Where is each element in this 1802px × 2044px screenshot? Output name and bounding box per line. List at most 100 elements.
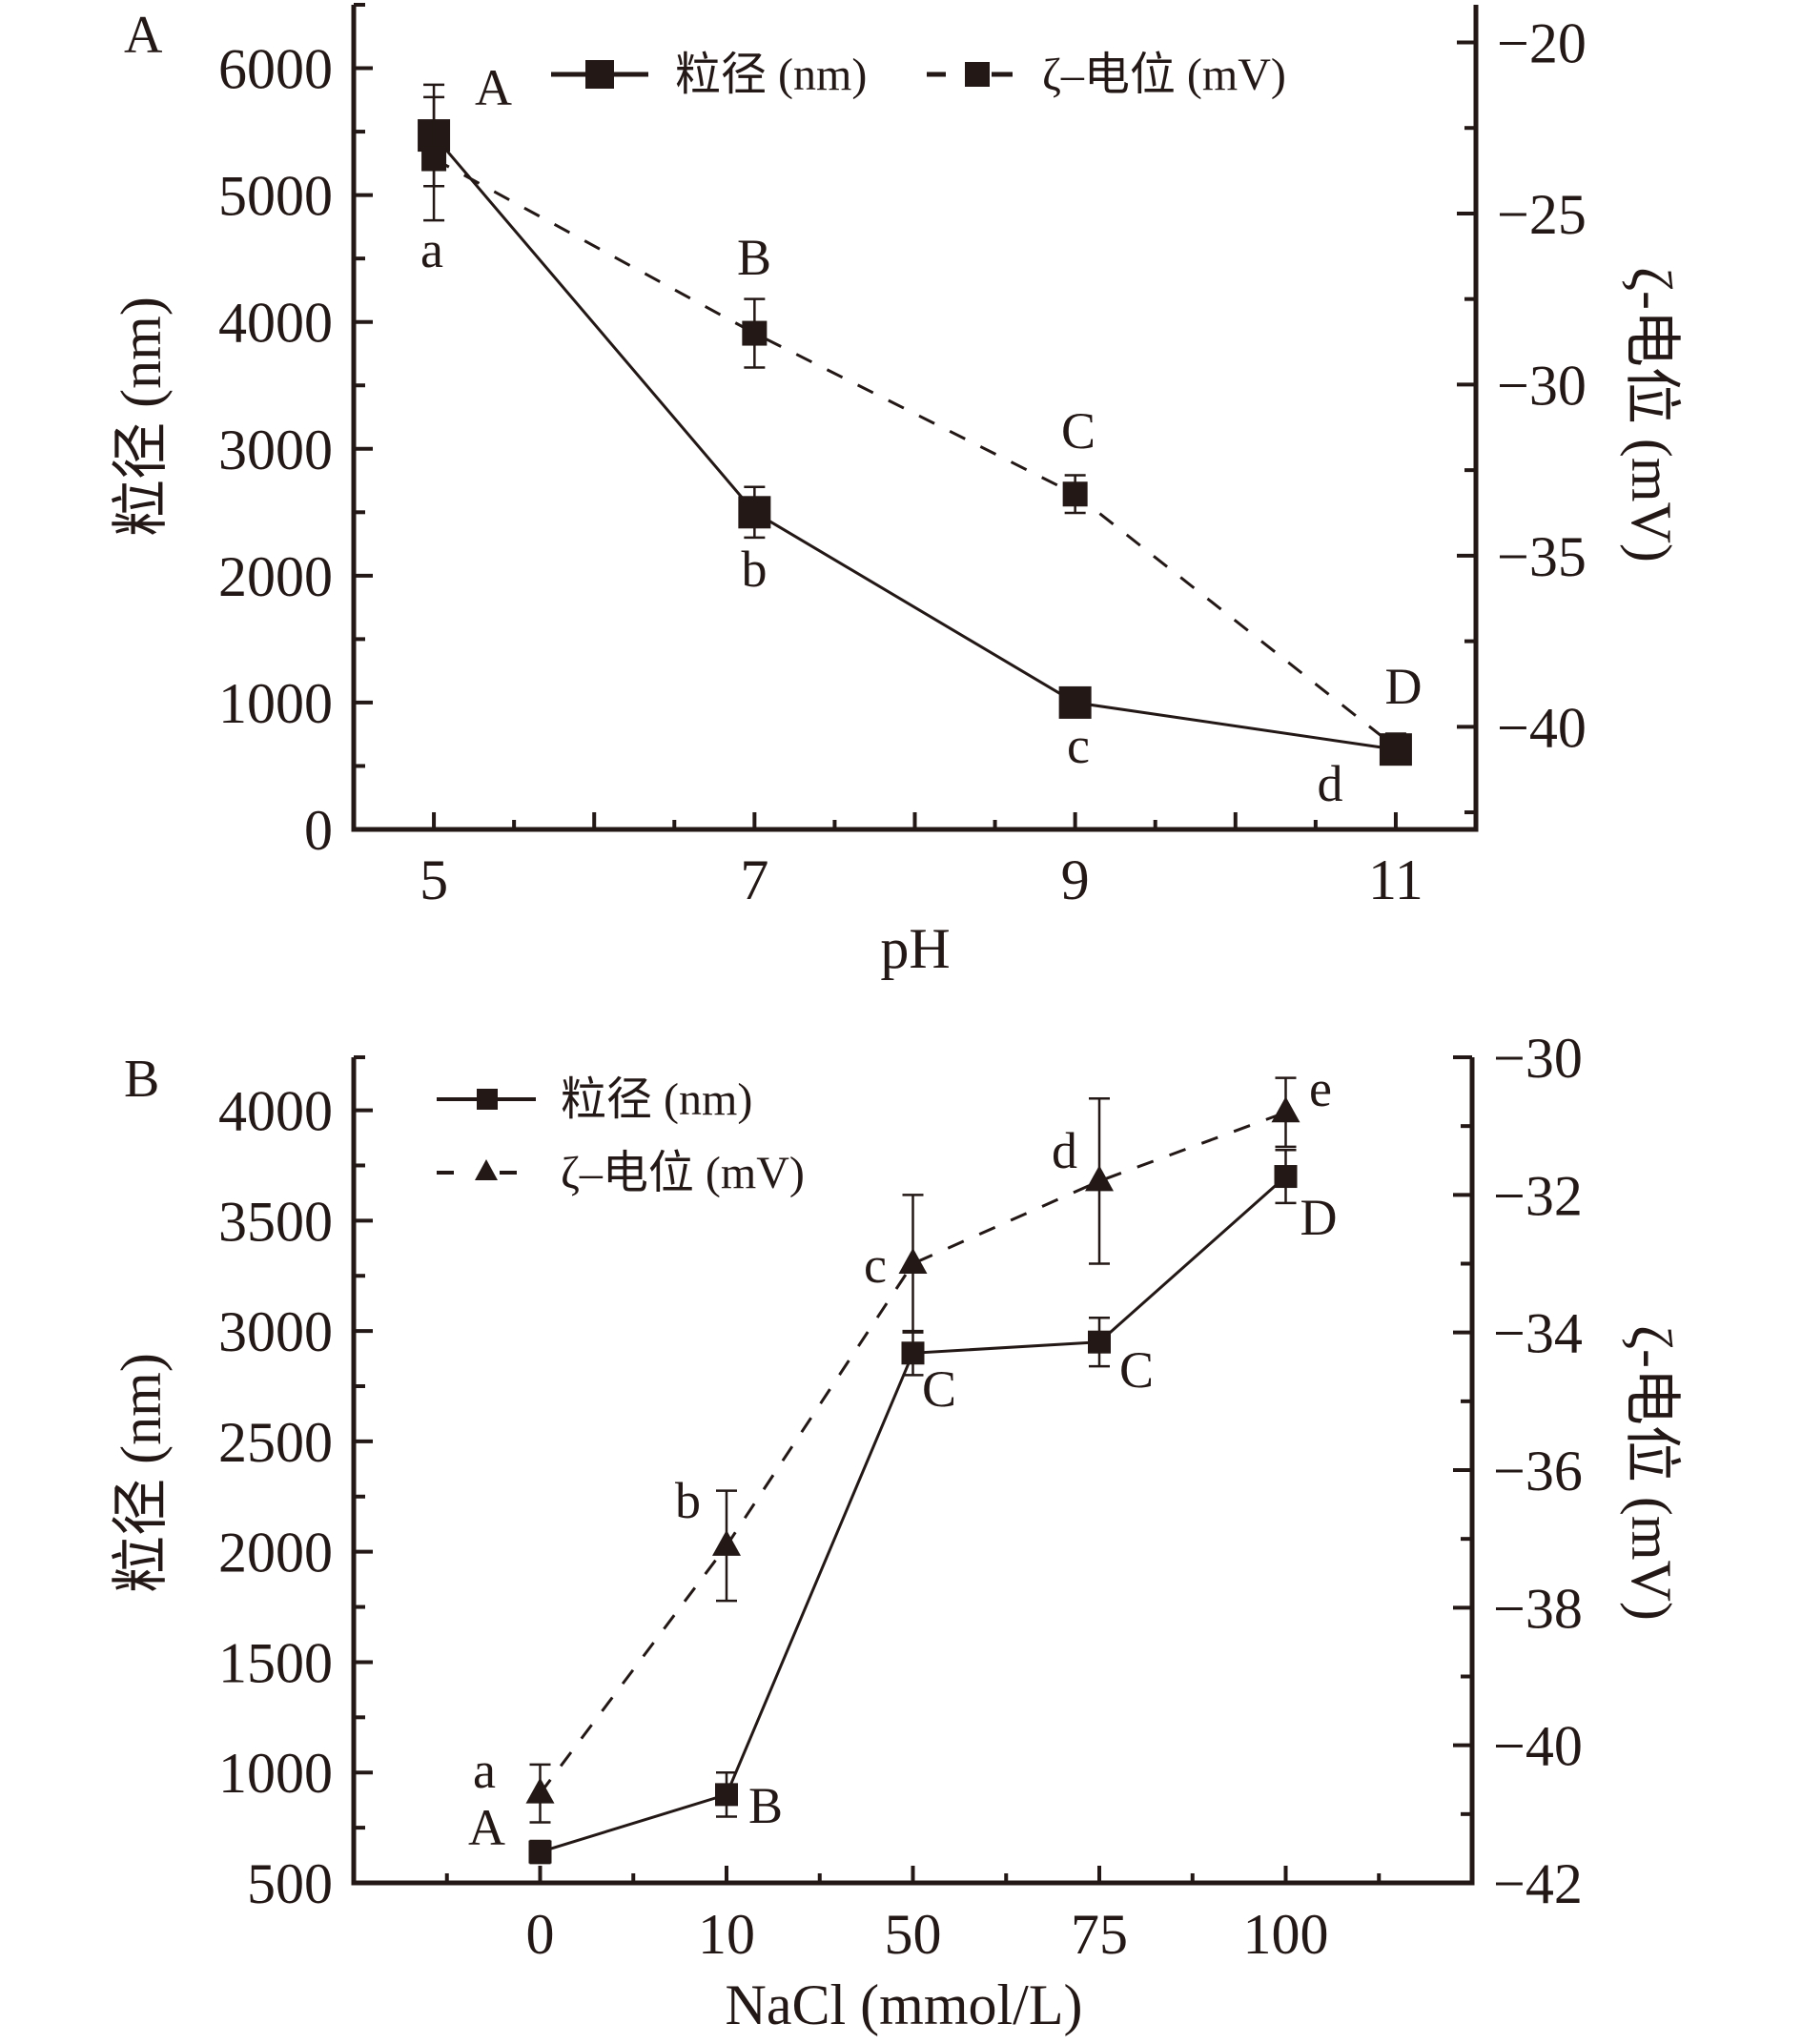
- significance-label: d: [1052, 1122, 1077, 1179]
- y2-tick-label: −42: [1493, 1852, 1583, 1915]
- panel-b-tick-labels: 5001000150020002500300035004000−42−40−38…: [218, 1027, 1583, 1966]
- significance-label: A: [475, 59, 512, 116]
- size-square-marker: [1274, 1165, 1298, 1189]
- panel-b-x-axis-title: NaCl (mmol/L): [726, 1973, 1083, 2036]
- y-tick-label: 5000: [218, 165, 333, 228]
- panel-b-point-labels: A B C C Da b c d e: [468, 1060, 1338, 1856]
- y2-tick-label: −30: [1493, 1027, 1583, 1090]
- zeta-triangle-marker: [712, 1529, 741, 1556]
- size-square-marker: [715, 1783, 738, 1807]
- size-square-marker: [528, 1840, 552, 1864]
- zeta-triangle-marker: [525, 1777, 555, 1804]
- zeta-series-line: [539, 1111, 1287, 1795]
- panel-a-legend: 粒径 (nm) ζ–电位 (mV): [551, 50, 1286, 100]
- y-tick-label: 1000: [218, 1742, 333, 1805]
- size-square-marker: [1088, 1330, 1111, 1354]
- panel-a-axes: [351, 3, 1479, 832]
- y-tick-label: 1000: [218, 672, 333, 735]
- legend-entry-zeta: ζ–电位 (mV): [927, 50, 1286, 100]
- significance-label: b: [742, 541, 768, 598]
- significance-label: B: [737, 229, 771, 286]
- y-tick-label: 2000: [218, 1522, 333, 1584]
- zeta-triangle-marker: [1271, 1096, 1300, 1123]
- axis-frame: [351, 5, 1479, 832]
- y2-tick-label: −30: [1497, 354, 1587, 417]
- panel-a-point-labels: Ab c d a B C D: [420, 59, 1422, 812]
- significance-label: D: [1385, 658, 1423, 715]
- y-tick-label: 3000: [218, 419, 333, 481]
- y2-tick-label: −40: [1497, 696, 1587, 759]
- y2-tick-label: −34: [1493, 1302, 1583, 1365]
- x-tick-label: 10: [698, 1903, 755, 1966]
- x-tick-label: 100: [1243, 1903, 1329, 1966]
- legend-size-square-icon: [477, 1089, 498, 1110]
- zeta-series-line: [433, 157, 1397, 749]
- y2-tick-label: −32: [1493, 1164, 1583, 1227]
- y-tick-label: 2000: [218, 545, 333, 608]
- y-tick-label: 3000: [218, 1300, 333, 1363]
- x-tick-label: 5: [420, 848, 448, 911]
- y-tick-label: 3500: [218, 1190, 333, 1253]
- x-tick-label: 11: [1368, 848, 1423, 911]
- y-tick-label: 6000: [218, 38, 333, 101]
- x-tick-label: 50: [885, 1903, 942, 1966]
- size-square-marker: [901, 1341, 925, 1365]
- y-tick-label: 4000: [218, 292, 333, 355]
- panel-a-series-lines: [432, 134, 1397, 751]
- panel-b-y2-axis-title: ζ-电位 (mV): [1620, 1325, 1683, 1621]
- y-tick-label: 500: [247, 1852, 333, 1915]
- zeta-square-marker: [742, 320, 768, 346]
- legend-entry-size: 粒径 (nm): [437, 1074, 752, 1125]
- significance-label: d: [1318, 755, 1343, 812]
- panel-b-legend: 粒径 (nm) ζ–电位 (mV): [437, 1074, 805, 1198]
- y-tick-label: 2500: [218, 1411, 333, 1474]
- panel-b-markers: [525, 1076, 1300, 1865]
- zeta-triangle-marker: [1085, 1165, 1114, 1192]
- y2-tick-label: −20: [1497, 11, 1587, 74]
- legend-size-square-icon: [585, 60, 614, 89]
- legend-zeta-square-icon: [965, 62, 990, 87]
- zeta-square-marker: [1062, 481, 1088, 507]
- significance-label: a: [420, 221, 443, 278]
- axis-frame: [351, 1057, 1475, 1886]
- significance-label: C: [1119, 1341, 1154, 1399]
- size-square-marker: [738, 496, 771, 529]
- significance-label: B: [748, 1777, 783, 1834]
- significance-label: c: [1067, 717, 1090, 774]
- y2-tick-label: −40: [1493, 1715, 1583, 1778]
- panel-b-chart: B 5001000150020002500300035004000−42−40−…: [110, 1027, 1683, 2036]
- y-tick-label: 4000: [218, 1080, 333, 1143]
- x-tick-label: 7: [740, 848, 768, 911]
- y-tick-label: 1500: [218, 1631, 333, 1694]
- x-tick-label: 9: [1061, 848, 1090, 911]
- legend-entry-size: 粒径 (nm): [551, 50, 867, 100]
- significance-label: D: [1300, 1189, 1338, 1246]
- significance-label: A: [468, 1799, 505, 1856]
- zeta-triangle-marker: [898, 1248, 928, 1274]
- legend-size-label: 粒径 (nm): [561, 1074, 752, 1125]
- panel-a-y2-axis-title: ζ-电位 (mV): [1620, 267, 1683, 562]
- y2-tick-label: −25: [1497, 183, 1587, 246]
- significance-label: a: [473, 1742, 496, 1799]
- legend-entry-zeta: ζ–电位 (mV): [437, 1148, 805, 1198]
- legend-size-label: 粒径 (nm): [675, 50, 867, 100]
- significance-label: b: [675, 1472, 701, 1529]
- y2-tick-label: −36: [1493, 1440, 1583, 1502]
- y-tick-label: 0: [304, 799, 333, 862]
- legend-zeta-label: ζ–电位 (mV): [561, 1148, 805, 1198]
- zeta-square-marker: [421, 146, 447, 172]
- panel-b-label: B: [124, 1050, 159, 1109]
- legend-zeta-label: ζ–电位 (mV): [1042, 50, 1286, 100]
- panel-b-y-axis-title: 粒径 (nm): [110, 1353, 173, 1593]
- panel-a-chart: A 0 1000 2000 3000 4000 5000 6000 −40 −35 −30 −25 −…: [110, 3, 1683, 980]
- y2-tick-label: −38: [1493, 1577, 1583, 1640]
- y2-tick-label: −35: [1497, 525, 1587, 588]
- legend-zeta-triangle-icon: [475, 1159, 498, 1180]
- panel-a-markers: [418, 83, 1412, 766]
- zeta-square-marker: [1382, 734, 1408, 760]
- panel-a-x-axis-title: pH: [880, 917, 950, 980]
- x-tick-label: 0: [526, 1903, 555, 1966]
- panel-a-y-axis-title: 粒径 (nm): [110, 296, 173, 537]
- panel-b-axes: [351, 1055, 1475, 1886]
